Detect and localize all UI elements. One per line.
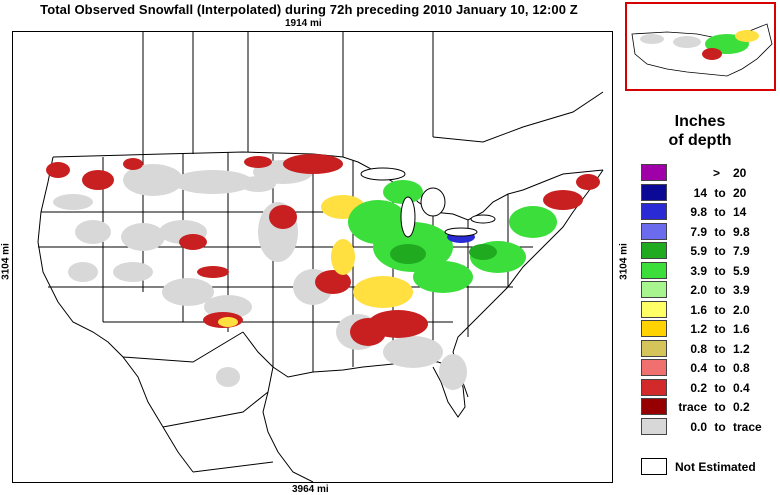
legend-high: trace xyxy=(733,419,762,434)
legend-low: 1.6 xyxy=(690,302,707,317)
legend-low: 9.8 xyxy=(690,205,707,219)
legend-low: 0.2 xyxy=(690,380,707,395)
inset-canvas xyxy=(631,23,773,77)
legend-high: 20 xyxy=(733,185,747,200)
legend-swatch xyxy=(641,281,667,298)
legend-low: 5.9 xyxy=(690,244,707,258)
legend-low: trace xyxy=(678,400,707,414)
legend-low: 3.9 xyxy=(690,263,707,278)
legend-high: 0.8 xyxy=(733,361,750,375)
legend-high: 9.8 xyxy=(733,224,750,239)
snow-heavier-areas xyxy=(390,244,497,264)
legend-swatch xyxy=(641,164,667,181)
legend-swatch xyxy=(641,359,667,376)
legend-to: to xyxy=(714,419,726,434)
legend-high: 3.9 xyxy=(733,283,750,297)
legend-swatch xyxy=(641,242,667,259)
great-lakes xyxy=(360,167,496,238)
legend-high: 0.2 xyxy=(733,400,750,414)
distance-bottom-label: 3964 mi xyxy=(292,484,329,495)
legend-row: trace to 0.2 xyxy=(641,397,780,417)
inset-locator-map[interactable] xyxy=(625,2,776,91)
legend-to: to xyxy=(714,185,726,200)
legend-high: 0.4 xyxy=(733,380,750,395)
legend-to: to xyxy=(714,341,726,356)
legend-swatch xyxy=(641,339,667,357)
legend-row: 0.2 to 0.4 xyxy=(641,378,780,398)
legend-title-line1: Inches xyxy=(674,113,726,130)
legend-row: 14 to 20 xyxy=(641,183,780,203)
legend-to: to xyxy=(714,380,726,395)
legend-row: 3.9 to 5.9 xyxy=(641,261,780,281)
legend-swatch xyxy=(641,398,667,415)
legend-low: 7.9 xyxy=(690,224,707,239)
legend-high: 1.2 xyxy=(733,341,750,356)
legend-row: 2.0 to 3.9 xyxy=(641,280,780,300)
not-estimated-label: Not Estimated xyxy=(675,460,756,474)
legend-high: 2.0 xyxy=(733,302,750,317)
legend: > 20 14 to 20 9.8 to 14 7.9 to 9.8 5.9 t… xyxy=(641,163,780,436)
legend-to: to xyxy=(714,322,726,336)
legend-row: 0.4 to 0.8 xyxy=(641,358,780,378)
legend-to: to xyxy=(714,263,726,278)
legend-to: to xyxy=(714,205,726,219)
legend-to: to xyxy=(714,224,726,239)
legend-high: 1.6 xyxy=(733,322,750,336)
legend-to: to xyxy=(714,244,726,258)
legend-low: 0.0 xyxy=(690,419,707,434)
legend-low: 0.8 xyxy=(690,341,707,356)
legend-row: 0.0 to trace xyxy=(641,417,780,437)
legend-row: 5.9 to 7.9 xyxy=(641,241,780,261)
map-title: Total Observed Snowfall (Interpolated) d… xyxy=(40,2,578,17)
legend-row: 1.2 to 1.6 xyxy=(641,319,780,339)
legend-to: to xyxy=(714,400,726,414)
distance-top-label: 1914 mi xyxy=(285,18,322,29)
legend-swatch xyxy=(641,300,667,318)
legend-title: Inches of depth xyxy=(640,112,760,150)
not-estimated-swatch xyxy=(641,458,667,475)
legend-swatch xyxy=(641,417,667,435)
snow-light-areas xyxy=(46,154,600,346)
snowfall-map[interactable] xyxy=(12,31,613,483)
legend-row: 7.9 to 9.8 xyxy=(641,222,780,242)
distance-left-label: 3104 mi xyxy=(0,243,12,280)
legend-low: 1.2 xyxy=(690,322,707,336)
legend-to: to xyxy=(714,283,726,297)
legend-row: 1.6 to 2.0 xyxy=(641,300,780,320)
legend-low: 14 xyxy=(693,185,707,200)
legend-swatch xyxy=(641,261,667,279)
legend-title-line2: of depth xyxy=(668,132,732,149)
legend-to: to xyxy=(714,302,726,317)
legend-row: 0.8 to 1.2 xyxy=(641,339,780,359)
legend-swatch xyxy=(641,378,667,396)
legend-swatch xyxy=(641,320,667,337)
legend-swatch xyxy=(641,203,667,220)
legend-high: 20 xyxy=(733,166,747,180)
legend-swatch xyxy=(641,183,667,201)
legend-low: 2.0 xyxy=(690,283,707,297)
legend-low: > xyxy=(713,166,721,180)
legend-row: 9.8 to 14 xyxy=(641,202,780,222)
distance-right-label: 3104 mi xyxy=(618,243,630,280)
map-canvas xyxy=(37,32,604,482)
legend-row: > 20 xyxy=(641,163,780,183)
legend-to: to xyxy=(714,361,726,375)
legend-low: 0.4 xyxy=(690,361,707,375)
legend-high: 7.9 xyxy=(733,244,750,258)
legend-high: 14 xyxy=(733,205,747,219)
legend-high: 5.9 xyxy=(733,263,750,278)
legend-swatch xyxy=(641,222,667,240)
